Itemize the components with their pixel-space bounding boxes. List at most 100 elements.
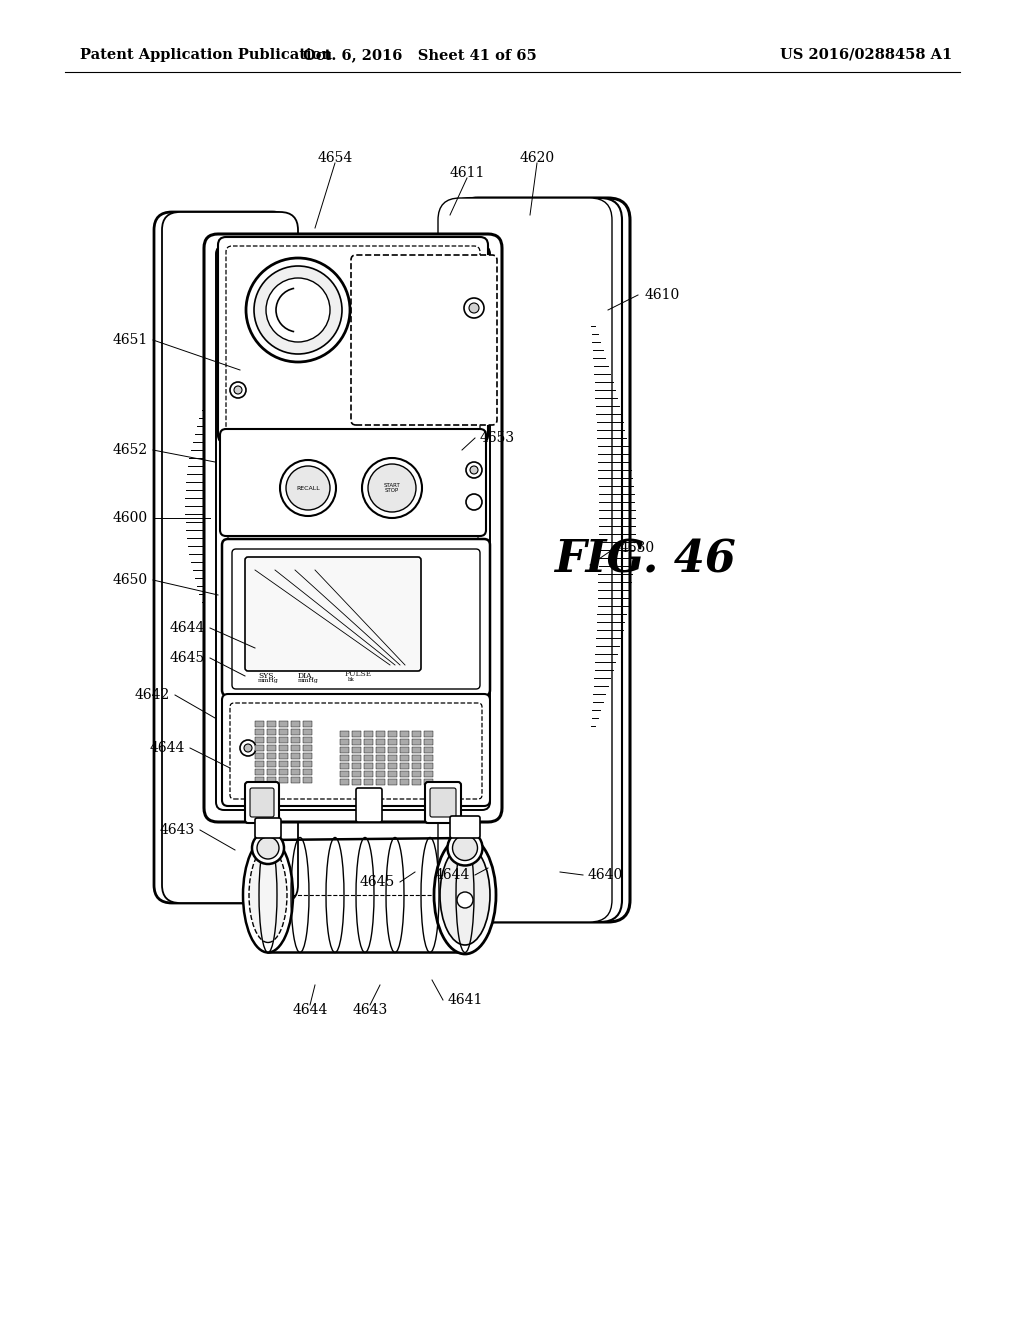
Ellipse shape [440,845,490,945]
Text: 4643: 4643 [160,822,195,837]
Bar [267,721,276,727]
FancyBboxPatch shape [232,549,480,689]
Text: START
STOP: START STOP [384,483,400,494]
Text: 4600: 4600 [113,511,148,525]
Circle shape [234,385,242,393]
Ellipse shape [249,847,287,942]
Bar [340,731,349,737]
Bar [303,770,312,775]
Text: 4654: 4654 [317,150,352,165]
FancyBboxPatch shape [204,234,502,822]
Bar [364,731,373,737]
FancyBboxPatch shape [222,539,490,696]
Bar [424,755,433,762]
Bar [376,731,385,737]
Bar [388,763,397,770]
Text: DIA.: DIA. [298,672,315,680]
Text: RECALL: RECALL [296,486,319,491]
Bar [352,779,361,785]
Bar [255,762,264,767]
Bar [255,729,264,735]
Text: 4630: 4630 [620,541,655,554]
Bar [279,721,288,727]
FancyBboxPatch shape [220,429,486,536]
Bar [400,731,409,737]
FancyBboxPatch shape [162,213,298,903]
Circle shape [469,304,479,313]
Circle shape [368,465,416,512]
Text: 4650: 4650 [113,573,148,587]
FancyBboxPatch shape [245,557,421,671]
Ellipse shape [252,832,284,865]
Bar [376,763,385,770]
Bar [352,763,361,770]
Text: 4610: 4610 [645,288,680,302]
Bar [388,739,397,744]
Bar [424,779,433,785]
FancyBboxPatch shape [230,704,482,799]
Bar [376,755,385,762]
Bar [267,762,276,767]
Bar [400,747,409,752]
Ellipse shape [447,830,482,866]
Circle shape [254,267,342,354]
Bar [400,739,409,744]
Ellipse shape [243,837,293,953]
Bar [364,755,373,762]
Bar [279,777,288,783]
Circle shape [286,466,330,510]
Bar [388,755,397,762]
Bar [412,771,421,777]
Text: 4652: 4652 [113,444,148,457]
Bar [303,752,312,759]
Bar [424,771,433,777]
Bar [400,755,409,762]
Circle shape [466,462,482,478]
Bar [255,770,264,775]
Text: SYS.: SYS. [258,672,275,680]
Circle shape [464,298,484,318]
Bar [255,721,264,727]
Text: 4653: 4653 [480,432,515,445]
FancyBboxPatch shape [250,788,274,817]
Bar [388,747,397,752]
Circle shape [246,257,350,362]
Circle shape [266,279,330,342]
Circle shape [362,458,422,517]
Bar [291,721,300,727]
Bar [267,752,276,759]
Bar [412,763,421,770]
Bar [279,762,288,767]
Bar [303,744,312,751]
Ellipse shape [434,836,496,954]
Bar [352,755,361,762]
Bar [279,737,288,743]
Bar [303,777,312,783]
FancyBboxPatch shape [456,198,630,921]
Text: mmHg: mmHg [298,678,318,682]
Bar [388,779,397,785]
Bar [291,752,300,759]
Bar [352,747,361,752]
Circle shape [470,466,478,474]
Circle shape [244,744,252,752]
Bar [267,729,276,735]
Bar [424,739,433,744]
FancyBboxPatch shape [450,816,480,838]
Bar [279,744,288,751]
FancyBboxPatch shape [255,818,281,838]
FancyBboxPatch shape [351,255,497,425]
Bar [400,763,409,770]
Bar [303,762,312,767]
Bar [424,731,433,737]
FancyBboxPatch shape [245,781,279,822]
Bar [424,747,433,752]
Text: 4645: 4645 [359,875,395,888]
Bar [291,777,300,783]
Bar [340,739,349,744]
Bar [267,744,276,751]
Bar [376,739,385,744]
Bar [412,779,421,785]
Bar [412,755,421,762]
Bar [352,771,361,777]
